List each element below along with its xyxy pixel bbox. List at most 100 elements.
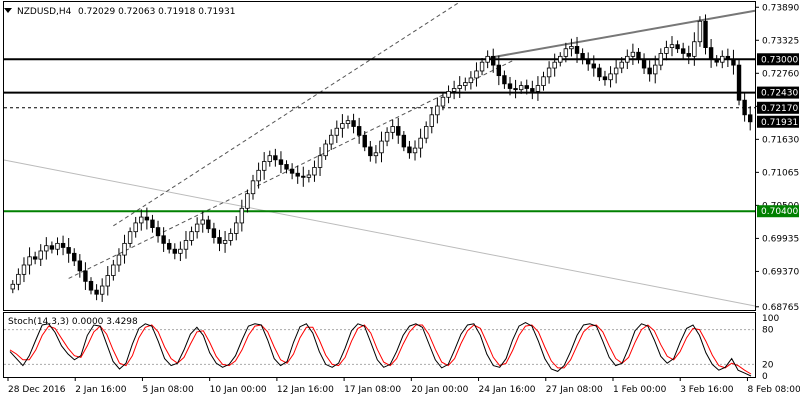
stoch-tick-label: 100 [762, 314, 779, 324]
candle-body [641, 58, 647, 69]
candle-body [105, 275, 110, 287]
candle-body [178, 248, 183, 254]
candle-body [625, 55, 630, 63]
x-tick-label: 20 Jan 00:00 [411, 385, 468, 395]
candle-body [423, 126, 429, 139]
candle-body [474, 70, 479, 79]
level-price-label: 0.72170 [761, 104, 798, 114]
candle-body [379, 140, 384, 154]
channel-line-upper [113, 1, 460, 227]
x-tick-label: 27 Jan 08:00 [546, 385, 603, 395]
candle-body [513, 88, 518, 91]
level-price-tag [757, 53, 799, 66]
candle-body [77, 260, 83, 272]
level-price-label: 0.72430 [761, 89, 798, 99]
candle-body [558, 55, 563, 63]
candle-body [485, 55, 490, 63]
candle-body [295, 172, 300, 177]
candle-body [457, 85, 462, 89]
candle-body [133, 222, 138, 233]
y-tick-label: 0.73325 [762, 36, 799, 46]
candle-body [44, 245, 49, 252]
candle-body [396, 126, 401, 136]
y-tick-label: 0.68765 [762, 303, 799, 313]
candle-body [541, 76, 546, 86]
candle-body [222, 240, 228, 244]
candle-body [507, 83, 513, 89]
candle-body [731, 58, 736, 66]
candle-body [94, 289, 99, 295]
x-tick-label: 12 Jan 16:00 [277, 385, 334, 395]
candle-body [429, 114, 434, 127]
y-tick-label: 0.71065 [762, 168, 799, 178]
candle-body [613, 67, 619, 75]
y-tick-label: 0.69935 [762, 234, 799, 244]
candle-body [27, 256, 32, 266]
triangle-down-icon[interactable] [4, 8, 12, 13]
candle-body [608, 73, 613, 81]
candle-body [451, 88, 457, 92]
x-tick-label: 24 Jan 16:00 [479, 385, 536, 395]
candle-body [697, 20, 703, 43]
candle-body [211, 228, 217, 238]
candle-body [312, 166, 317, 176]
candle-body [418, 137, 423, 149]
stoch-signal-line [9, 324, 752, 375]
level-price-tag [757, 205, 799, 218]
candle-body [373, 152, 379, 157]
candle-body [496, 64, 502, 77]
candle-body [384, 131, 390, 142]
y-tick-label: 0.73890 [762, 3, 799, 13]
candle-body [362, 134, 367, 148]
x-tick-label: 17 Jan 08:00 [344, 385, 401, 395]
candle-body [345, 120, 351, 124]
candle-body [194, 223, 200, 233]
stoch-tick-label: 20 [762, 360, 774, 370]
candle-body [10, 283, 15, 290]
candle-body [736, 64, 742, 101]
candle-body [83, 270, 88, 282]
candle-body [127, 231, 133, 244]
candle-body [116, 254, 122, 266]
level-price-label: 0.73000 [761, 55, 798, 65]
long-term-trendline [3, 159, 756, 307]
stoch-label: Stoch(14,3,3) 0.0000 3.4298 [8, 317, 138, 327]
candle-body [234, 222, 239, 234]
candle-body [239, 207, 245, 224]
candle-body [602, 76, 608, 81]
candle-body [301, 175, 306, 178]
stoch-tick-label: 0 [762, 372, 768, 382]
candle-body [167, 242, 172, 250]
candle-body [530, 88, 535, 92]
candle-body [200, 219, 205, 225]
candle-body [658, 53, 664, 66]
candle-body [703, 20, 708, 48]
stoch-main-line [9, 322, 752, 377]
level-price-tag [757, 101, 799, 114]
candle-body [491, 55, 496, 66]
candle-body [653, 64, 658, 75]
candle-body [206, 219, 211, 230]
candle-body [502, 75, 507, 85]
candle-body [16, 273, 21, 285]
candle-body [356, 126, 362, 136]
candle-body [742, 99, 747, 116]
x-tick-label: 3 Feb 16:00 [680, 385, 734, 395]
candle-body [228, 233, 233, 241]
candle-body [435, 105, 440, 116]
current-price-label: 0.71931 [761, 118, 798, 128]
candle-body [647, 67, 652, 75]
candle-body [468, 77, 474, 84]
x-tick-label: 10 Jan 00:00 [210, 385, 267, 395]
candle-body [368, 146, 373, 157]
candle-body [636, 51, 641, 60]
candle-body [267, 155, 272, 162]
candle-body [66, 247, 71, 254]
candle-body [619, 61, 624, 69]
candle-body [552, 61, 557, 69]
candle-body [569, 46, 574, 50]
stoch-pane-frame [3, 312, 756, 378]
candle-body [273, 155, 278, 161]
